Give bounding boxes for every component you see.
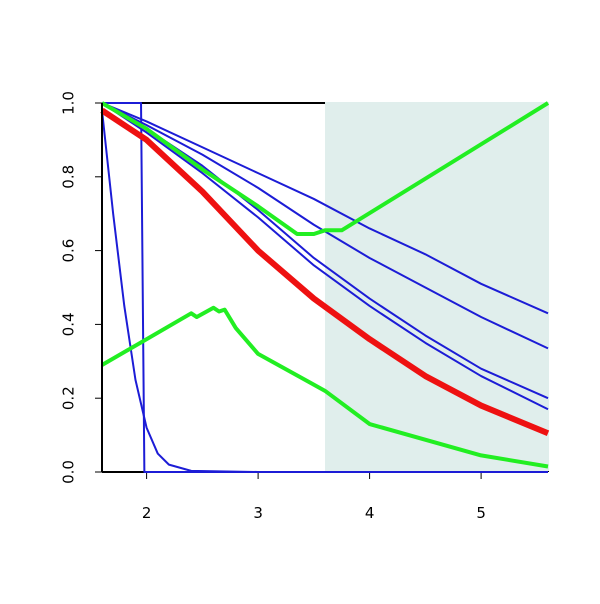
y-tick-label: 0.2 [60,386,78,410]
y-tick-label: 1.0 [60,91,78,115]
line-series [100,107,550,437]
line-series [100,101,550,236]
y-tick-label: 0.4 [60,312,78,336]
x-tick-label: 2 [142,504,152,522]
y-tick-label: 0.8 [60,165,78,189]
line-series [101,102,549,315]
line-series [101,102,549,411]
x-tick-label: 4 [365,504,375,522]
line-series [100,305,549,469]
line-series [101,102,549,350]
x-tick-label: 3 [253,504,263,522]
x-tick-label: 5 [476,504,486,522]
line-series [101,110,548,473]
y-tick-label: 0.6 [60,239,78,263]
y-tick-label: 0.0 [60,460,78,484]
highlight-region [325,102,549,471]
